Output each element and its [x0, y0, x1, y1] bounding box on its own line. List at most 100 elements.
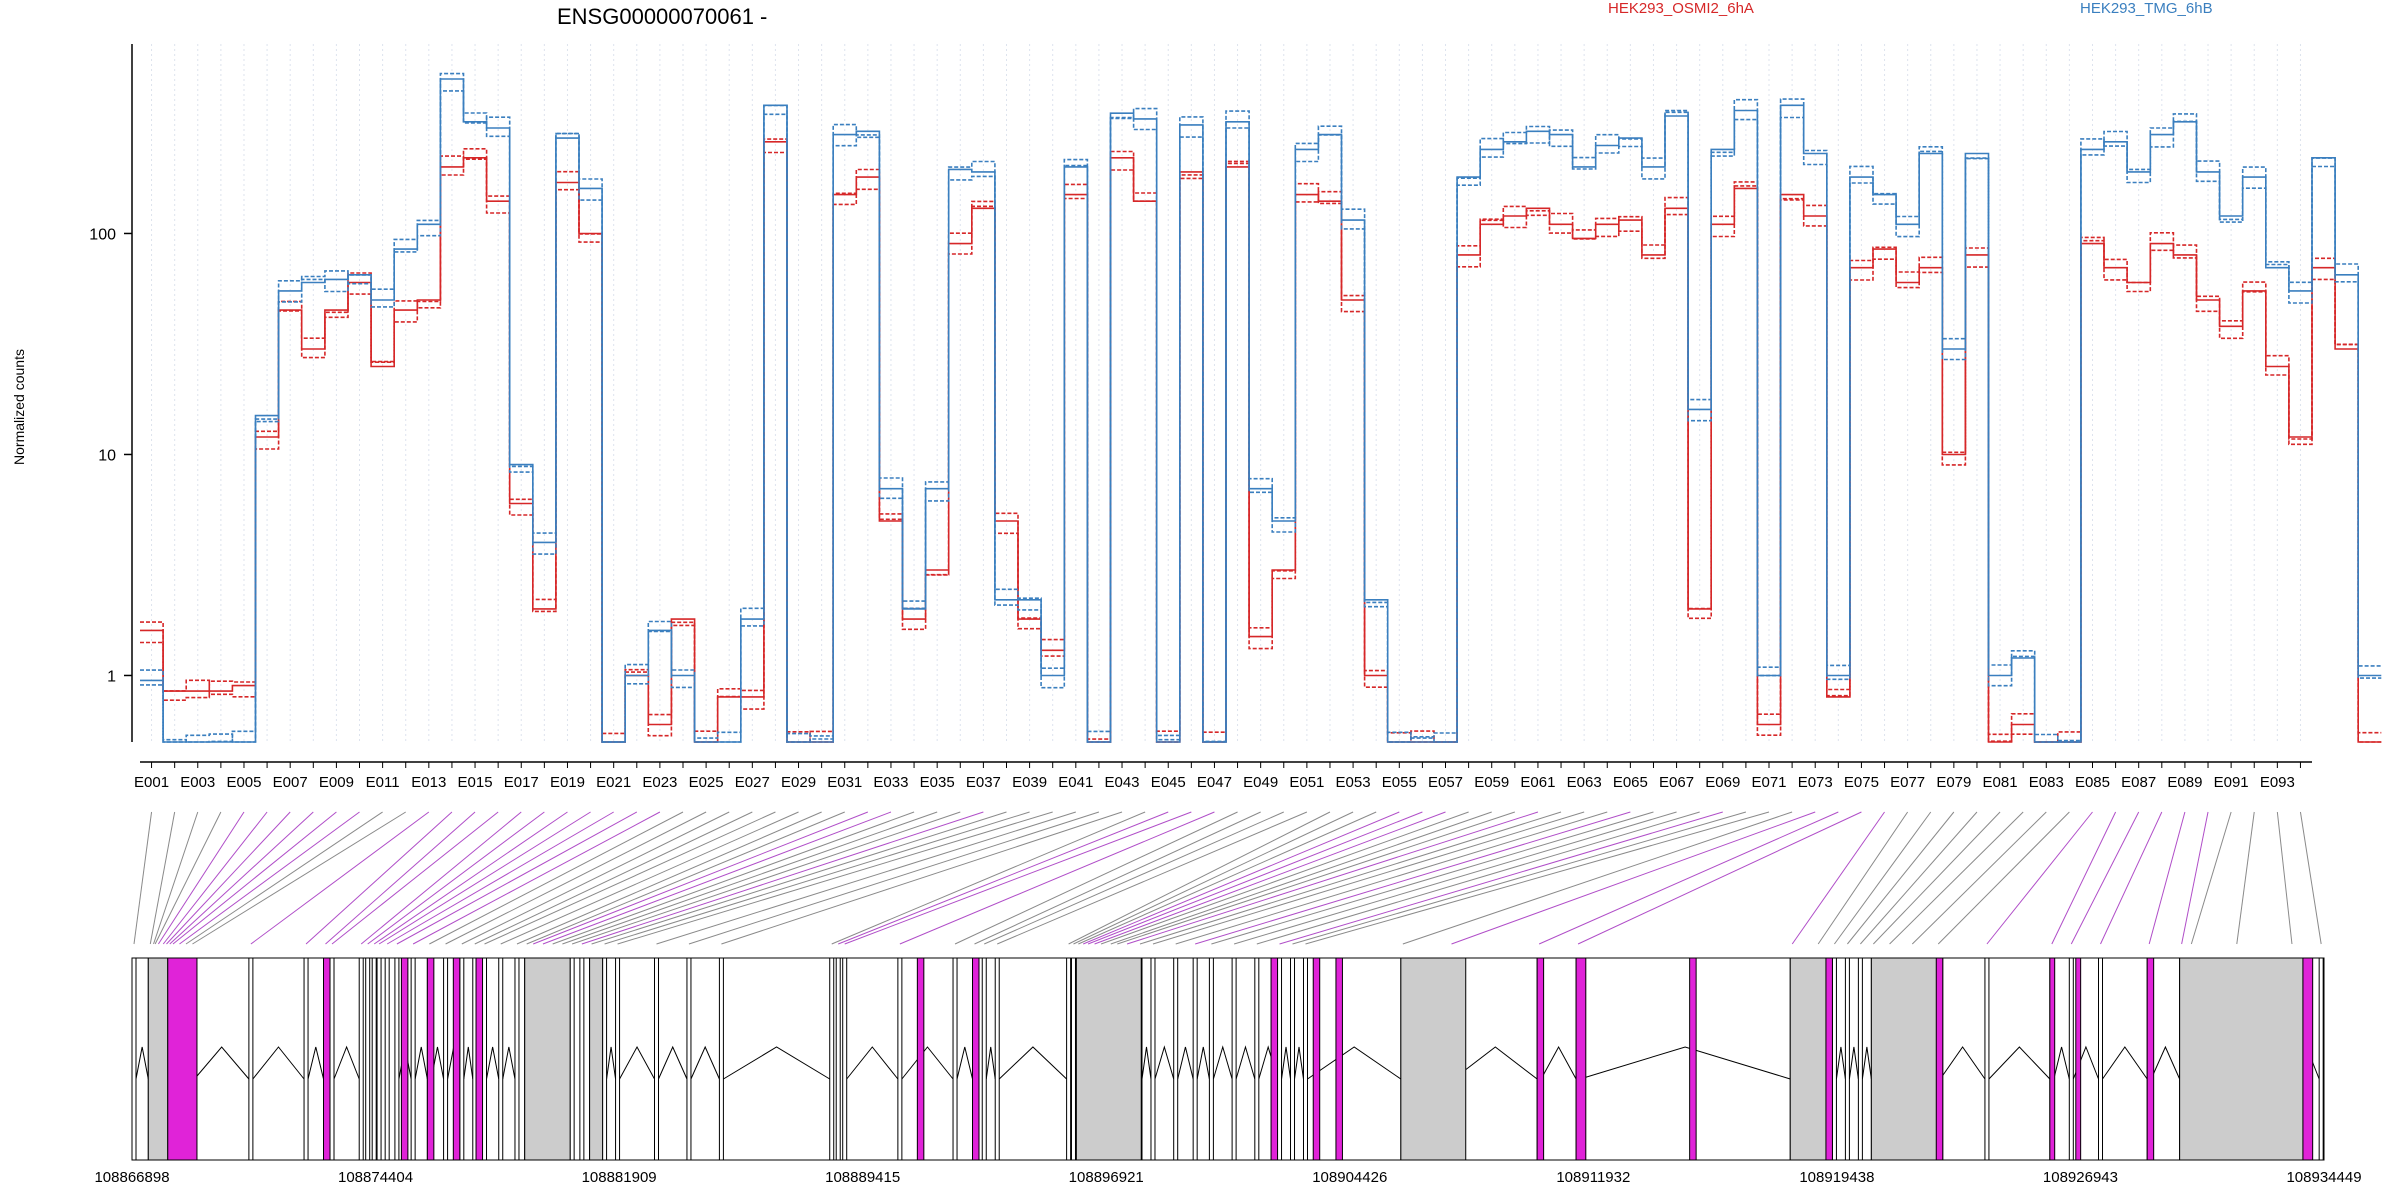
exon-connector [2181, 811, 2209, 945]
exon-tick-label: E019 [550, 774, 585, 791]
exon-box [2068, 957, 2074, 1161]
exon-tick-label: E043 [1104, 774, 1139, 791]
exon-box [498, 957, 504, 1161]
exon-tick-label: E093 [2260, 774, 2295, 791]
exon-connector [844, 811, 1192, 945]
intron-line [1835, 1046, 1846, 1080]
exon-connector [154, 811, 222, 945]
exon-connector [445, 811, 707, 945]
exon-connector [500, 811, 799, 945]
exon-box [602, 957, 608, 1161]
exon-connector [1152, 811, 1585, 945]
exon-tick-label: E061 [1520, 774, 1555, 791]
exon-connector [250, 811, 430, 945]
exon-block-magenta [2146, 957, 2155, 1161]
exon-box [569, 957, 575, 1161]
exon-tick-label: E049 [1243, 774, 1278, 791]
exon-tick-label: E077 [1890, 774, 1925, 791]
exon-connector [2051, 811, 2117, 945]
exon-connector [2148, 811, 2186, 945]
exon-tick-label: E017 [504, 774, 539, 791]
intron-line [1848, 1046, 1859, 1080]
exon-connector [396, 811, 638, 945]
exon-connector [1073, 811, 1354, 945]
exon-box [615, 957, 621, 1161]
exon-box [384, 957, 390, 1161]
exon-box [835, 957, 841, 1161]
chart-title: ENSG00000070061 - [557, 4, 767, 29]
exon-connector [516, 811, 822, 945]
exon-connector [1986, 811, 2093, 945]
exon-tick-label: E027 [735, 774, 770, 791]
exon-connector [1538, 811, 1839, 945]
intron-line [723, 1046, 830, 1080]
exon-connector [1195, 811, 1631, 945]
exon-block-magenta [426, 957, 435, 1161]
exon-box [248, 957, 254, 1161]
exon-tick-label: E039 [1012, 774, 1047, 791]
exon-block-magenta [1575, 957, 1587, 1161]
exon-box [303, 957, 309, 1161]
exon-connector [169, 811, 314, 945]
genomic-tick-label: 108911932 [1556, 1169, 1630, 1186]
genomic-tick-label: 108889415 [825, 1169, 900, 1186]
intron-line [658, 1045, 688, 1080]
exon-connector [721, 811, 1123, 945]
exon-tick-label: E053 [1336, 774, 1371, 791]
intron-line [414, 1046, 428, 1080]
y-tick-label: 1 [107, 668, 116, 685]
intron-line [985, 1046, 996, 1080]
exon-tick-label: E009 [319, 774, 354, 791]
exon-tick-label: E057 [1428, 774, 1463, 791]
exon-box [1277, 957, 1283, 1161]
intron-line [690, 1045, 720, 1080]
exon-tick-label: E073 [1798, 774, 1833, 791]
count-line-osmi2 [140, 138, 2382, 743]
intron-line [846, 1046, 899, 1080]
exon-box [358, 957, 364, 1161]
exon-connector [185, 811, 383, 945]
intron-line [1154, 1045, 1175, 1080]
exon-connector [429, 811, 684, 945]
exon-box [654, 957, 660, 1161]
connector-lines [133, 811, 2322, 945]
exon-block-gray [1870, 957, 1944, 1161]
intron-line [1307, 1046, 1402, 1080]
exon-box [1844, 957, 1850, 1161]
exon-connector [1068, 811, 1331, 945]
exon-block-magenta [323, 957, 331, 1161]
exon-connector [974, 811, 1261, 945]
intron-line [1196, 1046, 1210, 1080]
intron-line [901, 1046, 954, 1080]
exon-box [686, 957, 692, 1161]
exon-block-gray [589, 957, 604, 1161]
exon-box [514, 957, 520, 1161]
exon-connector [1817, 811, 1909, 945]
exon-connector [2276, 811, 2293, 945]
intron-line [252, 1046, 305, 1080]
y-axis-label: Normalized counts [11, 349, 27, 465]
exon-connector [367, 811, 545, 945]
exon-connector [133, 811, 153, 945]
intron-line [1861, 1046, 1872, 1080]
exon-connector [656, 811, 1076, 945]
exon-box [994, 957, 1000, 1161]
exon-connector [1577, 811, 1862, 945]
exon-connector [149, 811, 176, 945]
exon-tick-label: E015 [458, 774, 493, 791]
exon-connector [1211, 811, 1654, 945]
exon-connector [1847, 811, 1955, 945]
exon-connector [533, 811, 869, 945]
exon-box [371, 957, 377, 1161]
intron-line [502, 1046, 516, 1080]
exon-tick-label: E045 [1151, 774, 1186, 791]
exon-box [376, 957, 382, 1161]
exon-box [410, 957, 416, 1161]
intron-line [619, 1045, 655, 1080]
exon-connector [552, 811, 915, 945]
genomic-tick-label: 108866898 [94, 1169, 169, 1186]
exon-connector [1860, 811, 1978, 945]
intron-line [2150, 1045, 2181, 1080]
intron-line [1141, 1046, 1152, 1080]
exon-gridlines [151, 44, 2301, 742]
